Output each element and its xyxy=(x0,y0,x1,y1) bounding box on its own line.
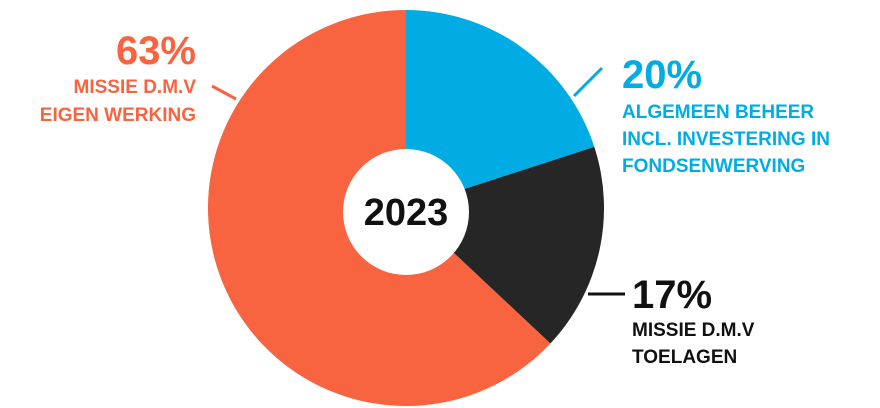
center-year-label: 2023 xyxy=(364,192,449,234)
slice-1-label-line-2: TOELAGEN xyxy=(632,347,737,368)
slice-2-percent-label: 63% xyxy=(116,29,196,73)
slice-1-label-line-1: MISSIE D.M.V xyxy=(632,320,755,341)
leader-line-0 xyxy=(572,66,604,98)
leader-lines xyxy=(211,66,625,296)
leader-line-2 xyxy=(211,84,237,101)
slice-2-label-line-1: MISSIE D.M.V xyxy=(74,77,197,98)
slice-0-label-line-3: FONDSENWERVING xyxy=(622,156,805,177)
slice-1-percent-label: 17% xyxy=(632,273,712,317)
center-hole xyxy=(343,149,469,275)
pie-slice-0 xyxy=(406,10,595,208)
slice-0-percent-label: 20% xyxy=(622,53,702,97)
slice-0-label-line-1: ALGEMEEN BEHEER xyxy=(622,102,814,123)
slice-2-label-line-2: EIGEN WERKING xyxy=(40,105,196,126)
slice-0-label-line-2: INCL. INVESTERING IN xyxy=(622,129,830,150)
